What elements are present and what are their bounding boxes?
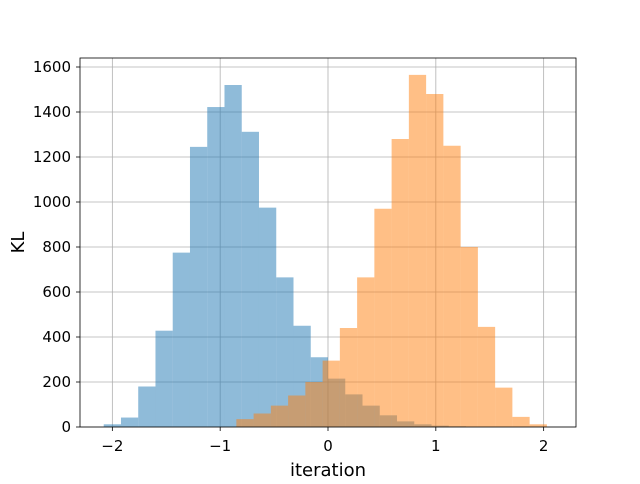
histogram-bar xyxy=(138,386,156,427)
histogram-bars xyxy=(103,74,547,428)
series-0-bars xyxy=(103,85,467,428)
histogram-bar xyxy=(155,330,173,427)
histogram-bar xyxy=(339,328,358,427)
histogram-bar xyxy=(288,395,306,427)
histogram-bar xyxy=(207,107,225,428)
histogram-bar xyxy=(408,74,427,427)
histogram-bar xyxy=(391,139,409,427)
histogram-bar xyxy=(270,405,289,427)
x-tick-label: −2 xyxy=(101,437,123,455)
x-axis-label: iteration xyxy=(290,460,366,480)
y-axis-label: KL xyxy=(8,232,29,254)
y-tick-label: 1000 xyxy=(33,193,71,211)
histogram-bar xyxy=(529,424,547,427)
histogram-bar xyxy=(241,131,259,428)
x-tick-label: −1 xyxy=(209,437,231,455)
y-tick-label: 800 xyxy=(42,238,71,256)
y-axis-ticks: 0 200 400 600 800 1000 1200 1400 1600 xyxy=(33,58,80,436)
histogram-bar xyxy=(357,277,375,427)
histogram-bar xyxy=(477,326,496,427)
histogram-bar xyxy=(460,247,478,427)
y-tick-label: 1600 xyxy=(33,58,71,76)
y-tick-label: 1400 xyxy=(33,103,71,121)
x-tick-label: 0 xyxy=(323,437,333,455)
histogram-bar xyxy=(374,208,392,427)
histogram-bar xyxy=(322,360,340,427)
x-tick-label: 1 xyxy=(431,437,441,455)
series-1-bars xyxy=(236,74,547,427)
y-tick-label: 600 xyxy=(42,283,71,301)
histogram-bar xyxy=(172,252,190,427)
histogram-bar xyxy=(236,419,254,427)
histogram-bar xyxy=(495,387,513,427)
histogram-bar xyxy=(512,416,530,427)
x-axis-ticks: −2 −1 0 1 2 xyxy=(101,427,548,455)
histogram-bar xyxy=(305,382,323,427)
y-tick-label: 200 xyxy=(42,373,71,391)
histogram-bar xyxy=(103,424,121,427)
histogram-bar xyxy=(443,145,461,427)
x-tick-label: 2 xyxy=(539,437,549,455)
histogram-bar xyxy=(253,413,271,427)
histogram-bar xyxy=(426,94,444,427)
y-tick-label: 1200 xyxy=(33,148,71,166)
y-tick-label: 400 xyxy=(42,328,71,346)
histogram-bar xyxy=(120,417,139,427)
histogram-bar xyxy=(258,207,277,427)
histogram-bar xyxy=(276,277,294,427)
y-tick-label: 0 xyxy=(61,418,71,436)
histogram-bar xyxy=(189,146,208,427)
histogram-bar xyxy=(224,85,242,427)
